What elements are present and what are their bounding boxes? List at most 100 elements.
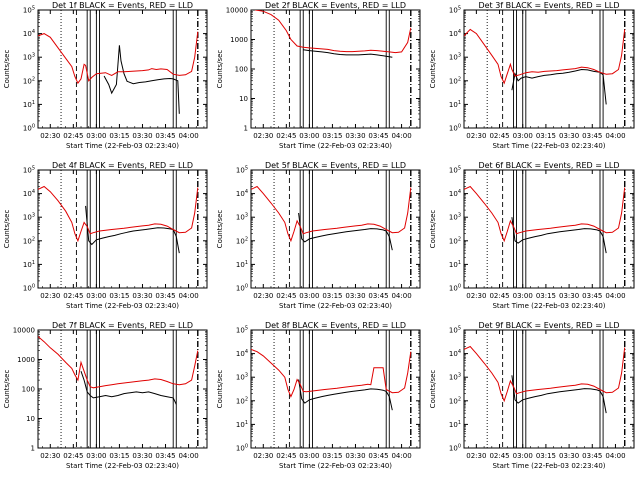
x-tick-label: 02:30 (253, 132, 273, 140)
x-tick-label: 02:30 (466, 452, 486, 460)
y-tick-label: 103 (236, 373, 248, 382)
chart-panel-2: Det 2f BLACK = Events, RED = LLD 1 10 100 10… (216, 1, 421, 150)
y-tick-label: 103 (23, 213, 35, 222)
x-tick-label: 02:45 (63, 132, 83, 140)
lld-series-line (464, 28, 626, 85)
events-series-line (85, 205, 180, 254)
y-tick-label: 104 (23, 29, 35, 38)
y-tick-label: 102 (449, 236, 461, 245)
x-axis-label: Start Time (22-Feb-03 02:23:40) (492, 302, 605, 310)
chart-panel-7: Det 7f BLACK = Events, RED = LLD 1 10 100 10… (3, 321, 208, 470)
plot-area (251, 330, 412, 448)
chart-title: Det 6f BLACK = Events, RED = LLD (478, 161, 619, 170)
x-tick-label: 02:30 (466, 132, 486, 140)
plot-area (38, 170, 199, 288)
y-tick-label: 102 (236, 396, 248, 405)
chart-panel-4: Det 4f BLACK = Events, RED = LLD 100 101 10… (3, 161, 208, 310)
x-tick-label: 04:00 (605, 452, 625, 460)
x-tick-label: 03:00 (299, 452, 319, 460)
y-tick-label: 101 (23, 100, 35, 109)
x-tick-label: 03:00 (86, 292, 106, 300)
x-tick-label: 03:15 (322, 292, 342, 300)
x-tick-label: 03:30 (345, 452, 365, 460)
x-tick-label: 03:15 (109, 292, 129, 300)
plot-area (464, 330, 626, 448)
chart-title: Det 7f BLACK = Events, RED = LLD (52, 321, 193, 330)
x-tick-label: 03:00 (299, 292, 319, 300)
y-tick-label: 102 (236, 236, 248, 245)
y-tick-label: 100 (449, 284, 461, 293)
x-axis-label: Start Time (22-Feb-03 02:23:40) (279, 302, 392, 310)
chart-panel-8: Det 8f BLACK = Events, RED = LLD 100 101 10… (216, 321, 421, 470)
y-tick-label: 100 (236, 444, 248, 453)
y-tick-label: 1 (244, 125, 248, 133)
y-axis-label: Counts/sec (429, 210, 437, 249)
y-tick-label: 100 (235, 66, 248, 74)
y-tick-label: 102 (449, 396, 461, 405)
x-tick-label: 03:30 (345, 292, 365, 300)
lld-series-line (251, 185, 412, 243)
x-tick-label: 03:15 (109, 452, 129, 460)
x-axis-label: Start Time (22-Feb-03 02:23:40) (279, 142, 392, 150)
x-tick-label: 02:30 (40, 132, 60, 140)
x-tick-label: 03:45 (155, 132, 175, 140)
y-tick-label: 101 (236, 420, 248, 429)
chart-panel-6: Det 6f BLACK = Events, RED = LLD 100 101 10… (429, 161, 635, 310)
plot-area (464, 170, 626, 288)
x-tick-label: 03:30 (559, 132, 579, 140)
y-tick-label: 10000 (13, 327, 35, 335)
y-tick-label: 104 (449, 349, 461, 358)
x-axis-label: Start Time (22-Feb-03 02:23:40) (66, 302, 179, 310)
x-tick-label: 03:15 (322, 452, 342, 460)
y-tick-label: 1000 (230, 36, 248, 44)
chart-panel-3: Det 3f BLACK = Events, RED = LLD 100 101 10… (429, 1, 635, 150)
x-tick-label: 03:30 (132, 292, 152, 300)
y-axis-label: Counts/sec (3, 50, 11, 89)
events-series-line (298, 212, 393, 251)
y-tick-label: 10000 (226, 7, 248, 15)
events-series-line (511, 375, 607, 414)
chart-title: Det 9f BLACK = Events, RED = LLD (478, 321, 619, 330)
y-tick-label: 105 (23, 6, 35, 15)
x-tick-label: 03:00 (299, 132, 319, 140)
y-tick-label: 102 (449, 76, 461, 85)
plot-frame (463, 9, 635, 129)
plot-frame (250, 329, 421, 449)
y-tick-label: 100 (236, 284, 248, 293)
x-axis-label: Start Time (22-Feb-03 02:23:40) (492, 142, 605, 150)
x-tick-label: 03:15 (536, 292, 556, 300)
plot-frame (37, 9, 208, 129)
x-tick-label: 03:15 (536, 132, 556, 140)
x-tick-label: 04:00 (178, 132, 198, 140)
x-tick-label: 03:30 (559, 292, 579, 300)
plot-frame (250, 169, 421, 289)
x-axis-label: Start Time (22-Feb-03 02:23:40) (66, 142, 179, 150)
y-tick-label: 105 (236, 326, 248, 335)
y-tick-label: 101 (449, 260, 461, 269)
y-tick-label: 105 (23, 166, 35, 175)
y-tick-label: 104 (449, 29, 461, 38)
x-tick-label: 02:45 (276, 132, 296, 140)
plot-area (251, 170, 412, 288)
x-tick-label: 03:30 (345, 132, 365, 140)
x-tick-label: 04:00 (605, 292, 625, 300)
x-tick-label: 04:00 (391, 452, 411, 460)
y-tick-label: 101 (236, 260, 248, 269)
x-tick-label: 03:15 (536, 452, 556, 460)
x-tick-label: 02:45 (489, 132, 509, 140)
x-axis-label: Start Time (22-Feb-03 02:23:40) (66, 462, 179, 470)
x-tick-label: 02:45 (63, 292, 83, 300)
y-axis-label: Counts/sec (216, 370, 224, 409)
x-tick-label: 04:00 (178, 452, 198, 460)
x-tick-label: 03:45 (155, 452, 175, 460)
events-series-line (511, 217, 607, 254)
y-tick-label: 100 (449, 124, 461, 133)
y-tick-label: 105 (236, 166, 248, 175)
x-tick-label: 03:00 (86, 452, 106, 460)
y-axis-label: Counts/sec (429, 370, 437, 409)
x-tick-label: 03:00 (513, 132, 533, 140)
y-tick-label: 1000 (17, 356, 35, 364)
chart-panel-9: Det 9f BLACK = Events, RED = LLD 100 101 10… (429, 321, 635, 470)
y-tick-label: 101 (449, 420, 461, 429)
y-tick-label: 1 (31, 445, 35, 453)
